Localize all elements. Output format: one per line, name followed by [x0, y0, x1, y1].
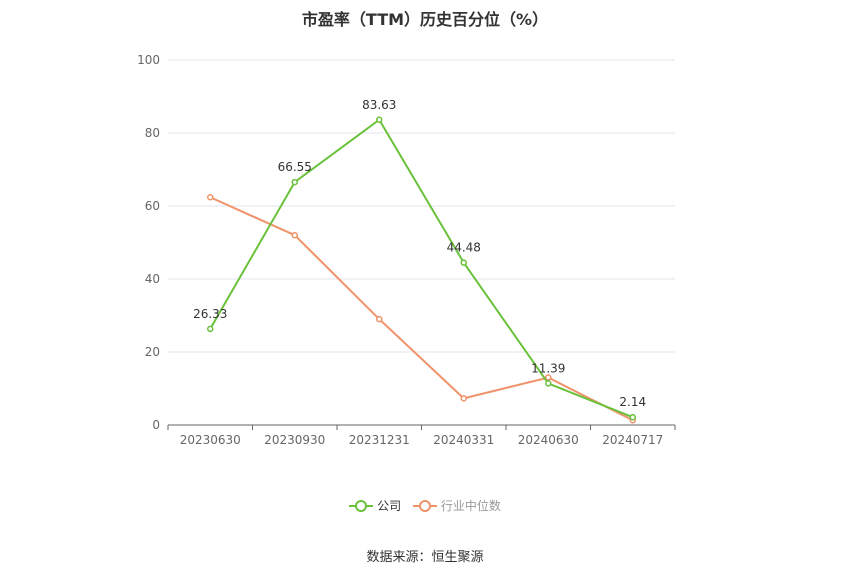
legend-label-company: 公司	[377, 499, 402, 513]
data-point-industry	[460, 395, 467, 402]
source-note: 数据来源：恒生聚源	[366, 550, 484, 565]
data-point-industry	[291, 231, 298, 239]
legend-item-industry[interactable]: 行业中位数	[412, 497, 501, 514]
y-tick-label: 80	[145, 126, 160, 140]
y-tick-label: 40	[145, 272, 160, 286]
data-point-industry	[207, 193, 214, 201]
y-tick-label: 60	[145, 199, 160, 213]
y-tick-label: 0	[152, 418, 160, 432]
y-tick-label: 20	[145, 345, 160, 359]
x-tick-label: 20240717	[602, 433, 663, 447]
legend-swatch-company	[349, 499, 374, 512]
data-point-industry	[545, 374, 552, 381]
data-label: 26.33	[193, 307, 227, 321]
data-point-company	[376, 116, 383, 124]
data-label: 2.14	[619, 395, 646, 409]
x-tick-label: 20230630	[180, 433, 241, 447]
data-label: 83.63	[362, 98, 396, 112]
legend: 公司 行业中位数	[0, 497, 850, 515]
series-line-industry	[209, 196, 634, 422]
data-point-industry	[376, 315, 383, 323]
y-tick-label: 100	[137, 53, 160, 67]
legend-item-company[interactable]: 公司	[349, 497, 401, 514]
legend-swatch-industry	[412, 499, 437, 512]
data-point-company	[460, 259, 467, 266]
x-tick-label: 20230930	[264, 433, 325, 447]
data-label: 11.39	[531, 361, 565, 375]
data-label: 66.55	[278, 160, 312, 174]
x-tick-label: 20231231	[349, 433, 410, 447]
x-tick-label: 20240331	[433, 433, 494, 447]
chart-title: 市盈率（TTM）历史百分位（%）	[301, 10, 549, 29]
data-point-company	[291, 178, 298, 186]
data-point-company	[545, 380, 552, 387]
series-line-company	[209, 118, 634, 419]
data-point-company	[629, 413, 636, 421]
legend-label-industry: 行业中位数	[440, 499, 501, 513]
x-tick-label: 20240630	[518, 433, 579, 447]
data-label: 44.48	[447, 241, 481, 255]
data-point-company	[207, 325, 214, 333]
